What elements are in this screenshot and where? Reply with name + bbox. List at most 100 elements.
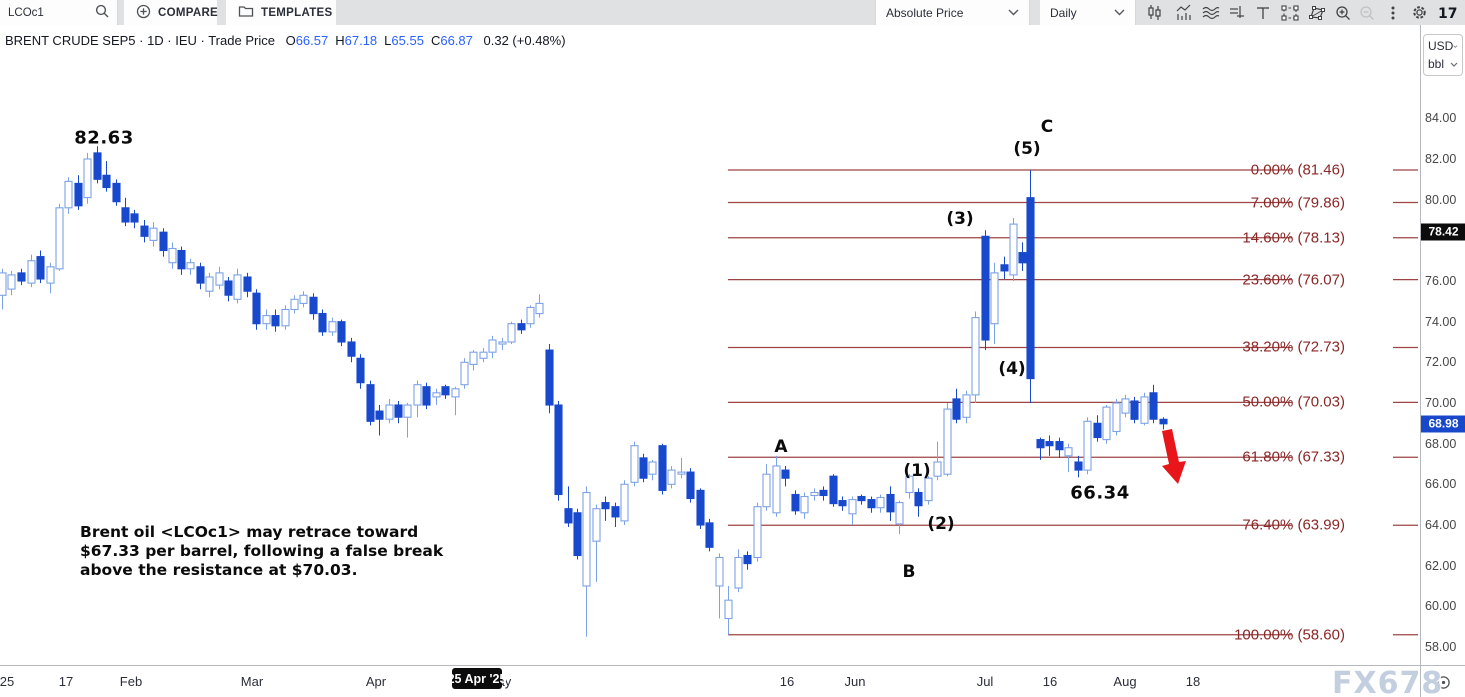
price-badge: 68.98 (1421, 415, 1465, 433)
candle-body (1149, 392, 1158, 420)
price-tick: 60.00 (1425, 599, 1457, 614)
candle-body (1159, 418, 1168, 425)
time-axis[interactable]: 2517FebMarAprMay16JunJul16Aug18 25 Apr '… (0, 665, 1420, 697)
candle-body (17, 272, 26, 282)
candle-body (233, 274, 242, 300)
price-tick: 72.00 (1425, 355, 1457, 370)
compare-button[interactable]: COMPARE (124, 0, 218, 25)
price-tick: 74.00 (1425, 314, 1457, 329)
candle-body (611, 506, 620, 518)
candlestick-style-icon[interactable] (1142, 1, 1166, 24)
candle-body (734, 556, 743, 589)
time-tick: 16 (779, 674, 795, 689)
interval-dropdown[interactable]: Daily (1040, 0, 1136, 25)
candlestick-plot[interactable] (0, 25, 1420, 665)
search-icon (95, 4, 109, 21)
candle-body (1055, 441, 1064, 451)
candle-body (0, 272, 7, 296)
candle-body (1009, 223, 1018, 276)
tradingview-logo[interactable]: 17 (1435, 1, 1465, 24)
candle-body (460, 361, 469, 386)
candle-body (366, 384, 375, 422)
elliott-wave-label: (3) (946, 209, 974, 229)
candle-body (601, 502, 610, 510)
templates-button[interactable]: TEMPLATES (226, 0, 336, 25)
fib-level-label: 7.00% (79.86) (1250, 194, 1345, 212)
zoom-out-icon[interactable] (1355, 1, 1379, 24)
polygon-tool-icon[interactable] (1305, 1, 1329, 24)
time-tick: Aug (1113, 674, 1137, 689)
candle-body (112, 182, 121, 203)
candle-body (592, 508, 601, 542)
candle-body (140, 225, 149, 237)
candle-body (648, 461, 657, 475)
candle-body (943, 408, 952, 475)
candle-body (1083, 420, 1092, 471)
price-tick: 70.00 (1425, 396, 1457, 410)
timezone-settings-button[interactable] (1420, 665, 1465, 697)
candle-body (658, 445, 667, 491)
candle-body (886, 493, 895, 513)
candle-body (800, 495, 809, 514)
unit-value-selector[interactable]: bbl (1428, 57, 1458, 71)
time-tick: 18 (1185, 674, 1201, 689)
candle-body (819, 489, 828, 497)
candle-body (554, 404, 563, 496)
elliott-wave-label: A (774, 437, 788, 457)
candle-body (810, 491, 819, 497)
candle-body (318, 312, 327, 333)
chevron-down-icon (1008, 9, 1019, 16)
price-mode-dropdown[interactable]: Absolute Price (875, 0, 1030, 25)
candle-body (224, 280, 233, 296)
candle-body (545, 349, 554, 406)
candle-body (102, 174, 111, 189)
time-tick: 25 (0, 674, 15, 689)
price-chart[interactable]: BRENT CRUDE SEP5 · 1D · IEU · Trade Pric… (0, 25, 1442, 697)
selected-date-badge: 25 Apr '25 (448, 668, 506, 689)
fib-level-label: 14.60% (78.13) (1242, 229, 1345, 247)
text-tool-icon[interactable] (1251, 1, 1275, 24)
fib-level-label: 23.60% (76.07) (1242, 271, 1345, 289)
candle-body (933, 461, 942, 477)
elliott-wave-label: B (902, 562, 916, 582)
elliott-wave-label: (4) (998, 359, 1026, 379)
price-tick: 64.00 (1425, 517, 1457, 532)
candle-body (356, 357, 365, 384)
candle-body (1018, 252, 1027, 264)
candle-body (488, 339, 497, 353)
candle-body (564, 508, 573, 524)
unit-selector[interactable]: USD bbl (1423, 34, 1463, 76)
price-axis[interactable]: USD bbl 84.00 82.00 80.00 76.00 74.00 72.00 70… (1420, 25, 1465, 665)
settings-gear-icon[interactable] (1407, 1, 1431, 24)
candle-body (46, 266, 55, 284)
candle-body (535, 302, 544, 315)
candle-body (914, 491, 923, 507)
symbol-search-input[interactable]: LCOc1 (0, 0, 118, 25)
select-area-icon[interactable] (1278, 1, 1302, 24)
candle-body (7, 274, 16, 290)
indicators-icon[interactable] (1171, 1, 1195, 24)
candle-body (962, 394, 971, 418)
candle-body (715, 556, 724, 587)
candle-body (271, 315, 280, 327)
candle-body (337, 321, 346, 343)
fib-level-label: 100.00% (58.60) (1234, 626, 1345, 644)
price-tick: 84.00 (1425, 111, 1457, 126)
candle-body (705, 522, 714, 548)
zoom-in-icon[interactable] (1331, 1, 1355, 24)
currency-selector[interactable]: USD (1428, 39, 1458, 53)
ohlc-values: O66.57 H67.18 L65.55 C66.87 (279, 33, 473, 48)
price-badge: 78.42 (1421, 223, 1465, 241)
candle-body (205, 276, 214, 292)
price-scale-icon[interactable] (1225, 1, 1249, 24)
more-options-icon[interactable] (1381, 1, 1405, 24)
candle-body (215, 272, 224, 286)
price-tick: 68.00 (1425, 436, 1457, 451)
symbol-legend[interactable]: BRENT CRUDE SEP5 · 1D · IEU · Trade Pric… (5, 33, 566, 48)
fib-level-label: 0.00% (81.46) (1250, 161, 1345, 179)
waves-compare-icon[interactable] (1199, 1, 1223, 24)
candle-body (582, 491, 591, 587)
candle-body (1074, 461, 1083, 471)
time-tick: Jul (976, 674, 994, 689)
